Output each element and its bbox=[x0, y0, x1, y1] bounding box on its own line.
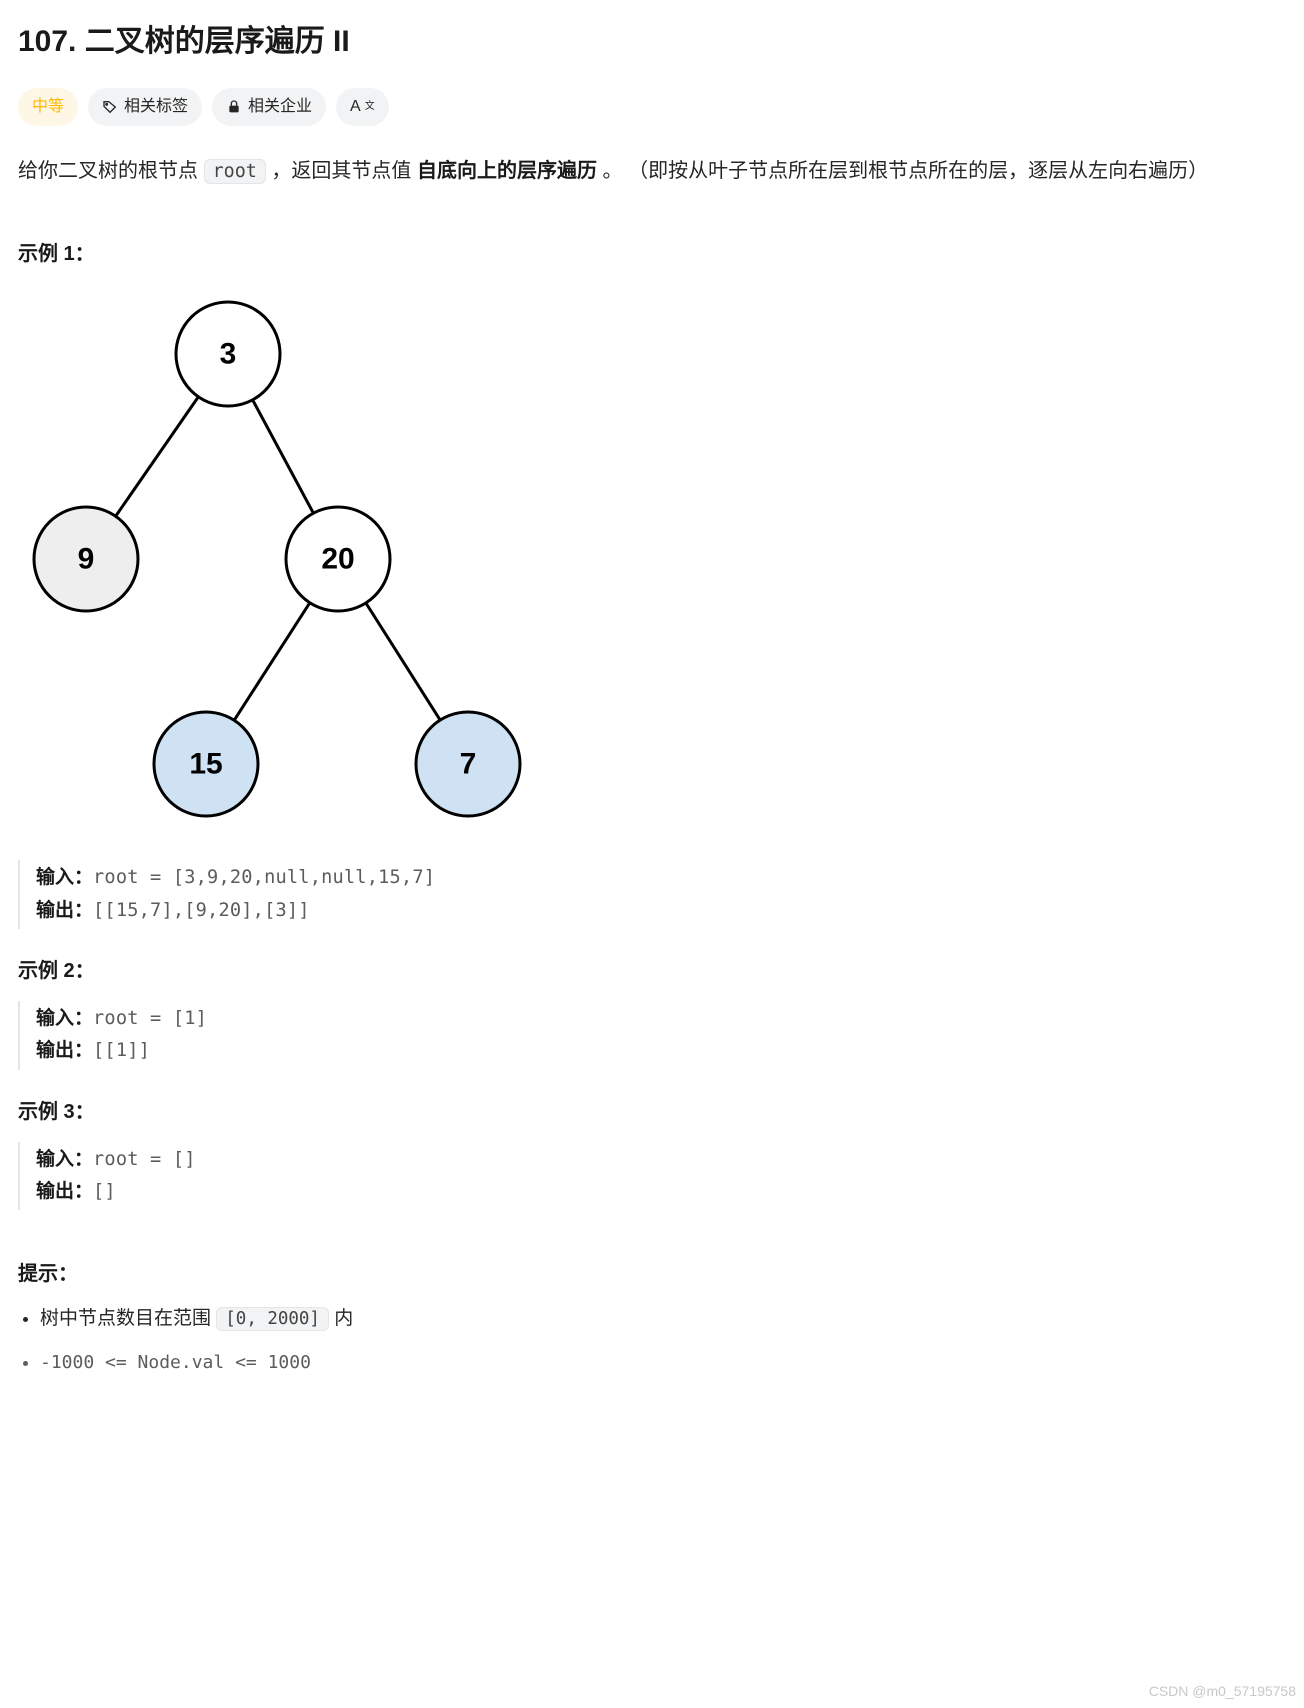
svg-text:15: 15 bbox=[189, 747, 222, 780]
inline-code: [0, 2000] bbox=[216, 1307, 329, 1331]
example-input-value: root = [] bbox=[93, 1149, 196, 1170]
tree-edge bbox=[116, 396, 199, 516]
hint-item: 树中节点数目在范围 [0, 2000] 内 bbox=[40, 1304, 1286, 1334]
svg-text:9: 9 bbox=[78, 542, 95, 575]
inline-code-root: root bbox=[204, 159, 266, 184]
tags-chip[interactable]: 相关标签 bbox=[88, 88, 202, 126]
example-input-label: 输入： bbox=[36, 1149, 93, 1170]
example-input-label: 输入： bbox=[36, 1008, 93, 1029]
tag-icon bbox=[102, 99, 118, 115]
tree-edge bbox=[253, 399, 314, 512]
example-output-label: 输出： bbox=[36, 900, 93, 921]
tree-node: 9 bbox=[34, 507, 138, 611]
example-output-value: [[1]] bbox=[93, 1040, 150, 1061]
example-block: 输入：root = [1] 输出：[[1]] bbox=[18, 1001, 1286, 1070]
example-output-label: 输出： bbox=[36, 1181, 93, 1202]
example-heading: 示例 1： bbox=[18, 238, 1286, 270]
example-heading: 示例 2： bbox=[18, 955, 1286, 987]
example-input-value: root = [1] bbox=[93, 1008, 207, 1029]
svg-text:3: 3 bbox=[220, 337, 237, 370]
tree-edge bbox=[234, 602, 310, 720]
example-output-label: 输出： bbox=[36, 1040, 93, 1061]
tags-chip-label: 相关标签 bbox=[124, 94, 188, 120]
example-output-value: [] bbox=[93, 1181, 116, 1202]
companies-chip[interactable]: 相关企业 bbox=[212, 88, 326, 126]
hints-section: 提示： 树中节点数目在范围 [0, 2000] 内 -1000 <= Node.v… bbox=[18, 1258, 1286, 1377]
example-input-label: 输入： bbox=[36, 867, 93, 888]
chip-row: 中等 相关标签 相关企业 A文 bbox=[18, 88, 1286, 126]
example-output-value: [[15,7],[9,20],[3]] bbox=[93, 900, 310, 921]
lock-icon bbox=[226, 99, 242, 115]
tree-node: 20 bbox=[286, 507, 390, 611]
example-input-value: root = [3,9,20,null,null,15,7] bbox=[93, 867, 435, 888]
locale-chip[interactable]: A文 bbox=[336, 88, 389, 126]
difficulty-chip[interactable]: 中等 bbox=[18, 88, 78, 126]
example-block: 输入：root = [] 输出：[] bbox=[18, 1142, 1286, 1211]
example-block: 输入：root = [3,9,20,null,null,15,7] 输出：[[1… bbox=[18, 860, 1286, 929]
companies-chip-label: 相关企业 bbox=[248, 94, 312, 120]
hints-list: 树中节点数目在范围 [0, 2000] 内 -1000 <= Node.val <… bbox=[18, 1304, 1286, 1377]
example-heading: 示例 3： bbox=[18, 1096, 1286, 1128]
tree-edge bbox=[366, 603, 440, 720]
watermark: CSDN @m0_57195758 bbox=[1149, 1680, 1296, 1702]
hint-item: -1000 <= Node.val <= 1000 bbox=[40, 1349, 1286, 1378]
tree-diagram: 3 9 20 15 7 bbox=[18, 294, 528, 824]
hints-heading: 提示： bbox=[18, 1258, 1286, 1290]
tree-node: 15 bbox=[154, 712, 258, 816]
tree-node: 3 bbox=[176, 302, 280, 406]
locale-icon: A bbox=[350, 94, 361, 120]
svg-text:7: 7 bbox=[460, 747, 477, 780]
problem-title: 107. 二叉树的层序遍历 II bbox=[18, 18, 1286, 66]
tree-node: 7 bbox=[416, 712, 520, 816]
svg-text:20: 20 bbox=[321, 542, 354, 575]
problem-description: 给你二叉树的根节点 root ，返回其节点值 自底向上的层序遍历 。 （即按从叶… bbox=[18, 154, 1268, 188]
